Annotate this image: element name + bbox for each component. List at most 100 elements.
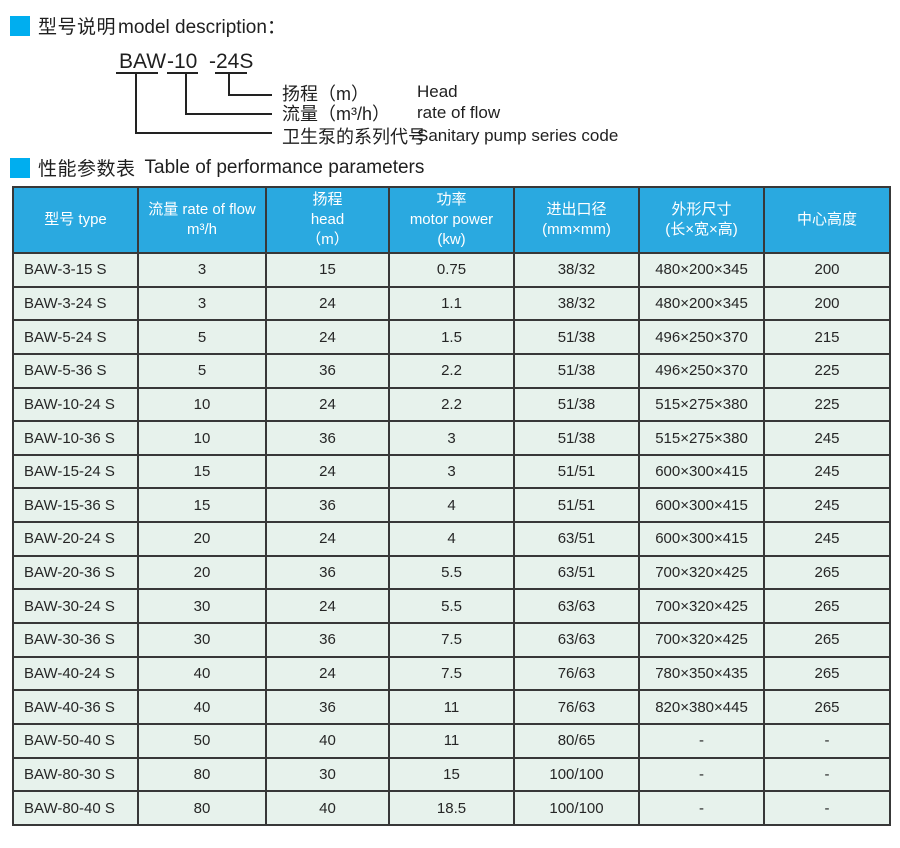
cell-ports: 100/100 — [513, 790, 640, 826]
legend-flow-en: rate of flow — [417, 103, 501, 122]
cell-head: 40 — [265, 790, 390, 826]
col-header-center-height: 中心高度 — [763, 186, 891, 254]
legend-head-en: Head — [417, 82, 458, 101]
legend-series-zh: 卫生泵的系列代号 — [282, 127, 426, 147]
model-code-series: BAW — [119, 50, 167, 73]
model-code-head: -24S — [209, 50, 254, 73]
cell-flow: 3 — [137, 252, 267, 288]
section2-title-zh: 性能参数表 — [38, 159, 136, 180]
cell-ports: 76/63 — [513, 689, 640, 725]
col-header-head: 扬程 head （m） — [265, 186, 390, 254]
cell-flow: 3 — [137, 285, 267, 322]
cell-center-height: 265 — [763, 655, 891, 692]
cell-dimensions: 496×250×370 — [638, 319, 765, 355]
cell-power: 3 — [388, 420, 515, 456]
cell-flow: 80 — [137, 756, 267, 793]
cell-power: 0.75 — [388, 252, 515, 288]
cell-power: 5.5 — [388, 588, 515, 625]
cell-flow: 50 — [137, 722, 267, 759]
cell-ports: 63/63 — [513, 588, 640, 625]
table-row: BAW-50-40 S 50 40 11 80/65- - — [12, 722, 891, 759]
cell-flow: 30 — [137, 622, 267, 658]
cell-flow: 80 — [137, 790, 267, 826]
cell-power: 4 — [388, 521, 515, 557]
section1-title-zh: 型号说明 — [38, 17, 117, 38]
cell-dimensions: 700×320×425 — [638, 622, 765, 658]
cell-type: BAW-20-24 S — [12, 521, 139, 557]
cell-type: BAW-15-36 S — [12, 487, 139, 524]
underline-flow — [167, 72, 198, 74]
col-header-ports: 进出口径 (mm×mm) — [513, 186, 640, 254]
cell-dimensions: 480×200×345 — [638, 285, 765, 322]
cell-center-height: 265 — [763, 554, 891, 591]
cell-ports: 63/51 — [513, 554, 640, 591]
cell-head: 30 — [265, 756, 390, 793]
cell-power: 11 — [388, 689, 515, 725]
cell-head: 36 — [265, 420, 390, 456]
cell-center-height: 265 — [763, 622, 891, 658]
cell-flow: 40 — [137, 689, 267, 725]
performance-table: 型号 type 流量 rate of flow m³/h 扬程 head （m）… — [12, 186, 891, 826]
cell-dimensions: 480×200×345 — [638, 252, 765, 288]
table-row: BAW-5-24 S 5 24 1.5 51/38 496×250×370 215 — [12, 319, 891, 355]
col-header-type: 型号 type — [12, 186, 139, 254]
table-row: BAW-10-36 S 10 36 3 51/38 515×275×380 245 — [12, 420, 891, 456]
cell-type: BAW-3-24 S — [12, 285, 139, 322]
cell-power: 11 — [388, 722, 515, 759]
cell-center-height: 245 — [763, 453, 891, 490]
cell-flow: 10 — [137, 386, 267, 423]
cell-flow: 5 — [137, 352, 267, 389]
connector-line-vertical-flow — [185, 72, 187, 115]
table-row: BAW-40-24 S 40 24 7.5 76/63 780×350×435 265 — [12, 655, 891, 692]
cell-power: 7.5 — [388, 622, 515, 658]
cell-ports: 51/38 — [513, 386, 640, 423]
table-row: BAW-3-15 S 3 15 0.75 38/32 480×200×345 200 — [12, 252, 891, 288]
cell-dimensions: 700×320×425 — [638, 554, 765, 591]
cell-power: 2.2 — [388, 386, 515, 423]
cell-ports: 51/38 — [513, 319, 640, 355]
model-code-flow: -10 — [167, 50, 198, 73]
cell-type: BAW-40-24 S — [12, 655, 139, 692]
table-row: BAW-5-36 S 5 36 2.2 51/38 496×250×370 225 — [12, 352, 891, 389]
cell-flow: 30 — [137, 588, 267, 625]
cell-type: BAW-5-24 S — [12, 319, 139, 355]
underline-series — [116, 72, 158, 74]
connector-line-horizontal-head — [228, 94, 272, 96]
cell-type: BAW-50-40 S — [12, 722, 139, 759]
cell-dimensions: 515×275×380 — [638, 386, 765, 423]
cell-center-height: 245 — [763, 420, 891, 456]
table-row: BAW-20-24 S 20 24 4 63/51 600×300×415 245 — [12, 521, 891, 557]
cell-center-height: - — [763, 756, 891, 793]
table-row: BAW-80-40 S 80 40 18.5 100/100- - — [12, 790, 891, 826]
cell-ports: 63/63 — [513, 622, 640, 658]
legend-head-zh: 扬程（m） — [282, 84, 369, 104]
cell-type: BAW-15-24 S — [12, 453, 139, 490]
section1-title: 型号说明 model description： — [10, 12, 286, 39]
cell-flow: 10 — [137, 420, 267, 456]
cell-type: BAW-10-24 S — [12, 386, 139, 423]
cell-head: 36 — [265, 554, 390, 591]
col-header-flow: 流量 rate of flow m³/h — [137, 186, 267, 254]
table-row: BAW-3-24 S 3 24 1.1 38/32 480×200×345 200 — [12, 285, 891, 322]
cell-type: BAW-80-30 S — [12, 756, 139, 793]
cell-head: 24 — [265, 319, 390, 355]
section2-title: 性能参数表 Table of performance parameters — [10, 154, 424, 181]
cell-ports: 51/38 — [513, 420, 640, 456]
cell-power: 1.1 — [388, 285, 515, 322]
cell-center-height: - — [763, 722, 891, 759]
cell-head: 24 — [265, 588, 390, 625]
cell-power: 7.5 — [388, 655, 515, 692]
cell-flow: 15 — [137, 453, 267, 490]
cell-center-height: 265 — [763, 689, 891, 725]
table-row: BAW-30-36 S 30 36 7.5 63/63 700×320×425 265 — [12, 622, 891, 658]
underline-head — [215, 72, 247, 74]
cell-power: 2.2 — [388, 352, 515, 389]
table-row: BAW-15-24 S 15 24 3 51/51 600×300×415 245 — [12, 453, 891, 490]
connector-line-vertical-series — [135, 72, 137, 134]
cell-flow: 20 — [137, 554, 267, 591]
cell-ports: 80/65 — [513, 722, 640, 759]
cell-ports: 76/63 — [513, 655, 640, 692]
cell-power: 3 — [388, 453, 515, 490]
table-row: BAW-10-24 S 10 24 2.2 51/38 515×275×380 225 — [12, 386, 891, 423]
